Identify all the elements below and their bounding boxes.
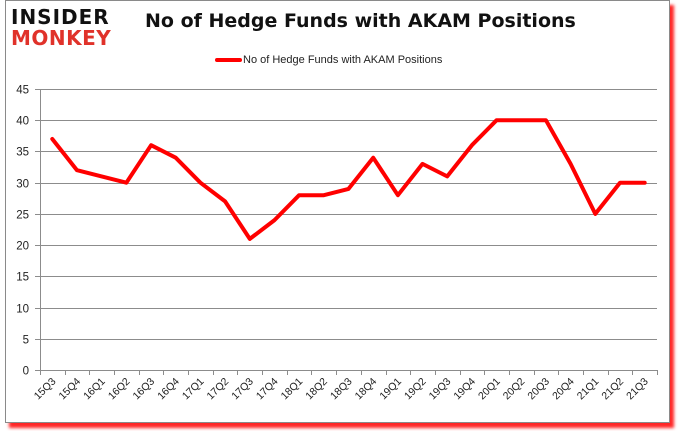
x-tick-label: 15Q3	[32, 376, 59, 403]
y-tick-label: 5	[23, 335, 29, 347]
y-tick-label: 0	[23, 366, 29, 378]
x-tick-label: 19Q2	[402, 376, 429, 403]
series-line	[50, 118, 647, 241]
legend-swatch	[215, 58, 242, 62]
insider-monkey-logo: INSIDER MONKEY	[11, 7, 131, 48]
y-tick-label: 45	[16, 85, 29, 97]
y-tick-label: 20	[16, 241, 29, 253]
x-tick-label: 16Q2	[106, 376, 133, 403]
x-tick-label: 19Q4	[451, 376, 478, 403]
x-tick-label: 17Q1	[180, 376, 207, 403]
x-tick-label: 17Q3	[229, 376, 256, 403]
legend-label: No of Hedge Funds with AKAM Positions	[243, 54, 443, 66]
y-tick-label: 15	[16, 272, 29, 284]
x-tick-label: 19Q3	[427, 376, 454, 403]
x-tick-label: 17Q2	[205, 376, 232, 403]
y-tick-label: 10	[16, 304, 29, 316]
y-tick-label: 25	[16, 210, 29, 222]
x-tick-label: 20Q2	[501, 376, 528, 403]
chart-frame	[5, 0, 670, 423]
logo-line-1: INSIDER	[11, 5, 110, 29]
x-tick-label: 21Q3	[624, 376, 651, 403]
x-tick-label: 18Q4	[353, 376, 380, 403]
logo-line-2: MONKEY	[11, 26, 112, 50]
chart-title: No of Hedge Funds with AKAM Positions	[145, 10, 576, 32]
x-tick-label: 21Q2	[599, 376, 626, 403]
x-tick-label: 20Q3	[525, 376, 552, 403]
x-tick-label: 16Q1	[81, 376, 108, 403]
x-tick-label: 21Q1	[575, 376, 602, 403]
x-tick-label: 15Q4	[56, 376, 83, 403]
x-tick-label: 16Q3	[131, 376, 158, 403]
x-tick-label: 20Q4	[550, 376, 577, 403]
x-tick-label: 18Q3	[328, 376, 355, 403]
x-tick-label: 20Q1	[476, 376, 503, 403]
chart-legend: No of Hedge Funds with AKAM Positions	[215, 54, 442, 66]
x-tick-label: 18Q2	[303, 376, 330, 403]
x-tick-label: 16Q4	[155, 376, 182, 403]
y-tick-label: 40	[16, 116, 29, 128]
x-tick-label: 17Q4	[254, 376, 281, 403]
x-tick-label: 19Q1	[377, 376, 404, 403]
y-tick-label: 30	[16, 179, 29, 191]
y-tick-label: 35	[16, 147, 29, 159]
x-tick-label: 18Q1	[279, 376, 306, 403]
